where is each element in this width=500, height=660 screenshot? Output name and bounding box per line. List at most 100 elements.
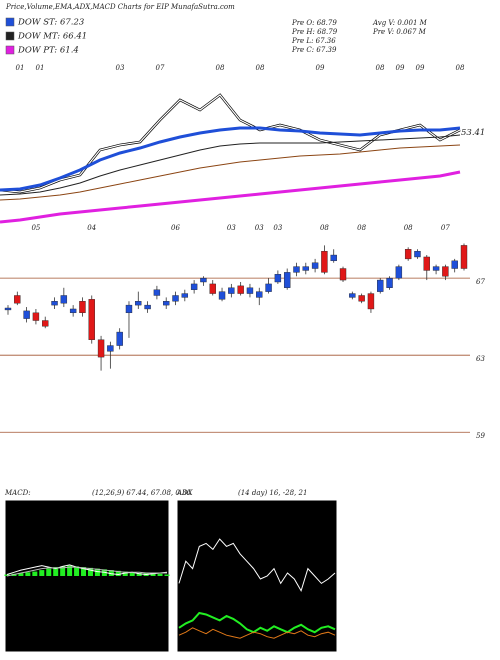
x-tick-label: 09 xyxy=(416,64,425,72)
candle-body xyxy=(200,277,207,283)
candle-body xyxy=(97,339,105,358)
candle-body xyxy=(163,301,170,306)
histogram-bar xyxy=(67,565,73,576)
candle-body xyxy=(432,266,440,271)
series-line xyxy=(6,564,168,576)
panel-subtitle: (14 day) 16, -28, 21 xyxy=(238,489,307,497)
x-tick-label: 03 xyxy=(116,64,125,72)
series-line xyxy=(0,134,461,196)
histogram-bar xyxy=(115,570,121,576)
candle-body xyxy=(190,283,198,290)
x-tick-label: 03 xyxy=(273,224,282,232)
histogram-bar xyxy=(94,568,100,576)
info-text: Pre V: 0.067 M xyxy=(372,28,427,36)
panel-title: ADX xyxy=(176,489,194,497)
x-tick-label: 07 xyxy=(441,224,450,232)
candle-body xyxy=(377,279,384,292)
histogram-bar xyxy=(46,568,52,576)
histogram-bar xyxy=(60,566,66,576)
series-line xyxy=(178,538,336,593)
y-tick-label: 63 xyxy=(476,355,485,363)
candle-body xyxy=(4,307,12,311)
panel-title: MACD: xyxy=(4,489,31,497)
candle-body xyxy=(153,289,161,296)
histogram-bar xyxy=(150,573,156,576)
candle-body xyxy=(451,260,458,269)
x-tick-label: 08 xyxy=(320,224,329,232)
histogram-bar xyxy=(32,571,38,576)
x-tick-label: 08 xyxy=(357,224,366,232)
legend-label: DOW MT: 66.41 xyxy=(17,32,87,42)
series-line xyxy=(0,126,461,192)
candle-body xyxy=(32,312,40,321)
legend-swatch xyxy=(5,45,15,55)
x-tick-label: 09 xyxy=(316,64,325,72)
candle-body xyxy=(321,250,328,273)
x-tick-label: 08 xyxy=(216,64,225,72)
legend-label: DOW ST: 67.23 xyxy=(17,18,84,28)
candle-body xyxy=(349,293,356,298)
candle-body xyxy=(414,250,421,258)
candle-body xyxy=(181,293,189,298)
histogram-bar xyxy=(81,567,87,576)
x-tick-label: 03 xyxy=(227,224,236,232)
candle-body xyxy=(423,256,430,271)
candle-body xyxy=(69,308,77,314)
histogram-bar xyxy=(18,573,24,576)
last-value-label: 53.41 xyxy=(461,128,485,138)
x-tick-label: 07 xyxy=(156,64,165,72)
candle-body xyxy=(256,291,263,298)
info-text: Avg V: 0.001 M xyxy=(372,19,428,27)
candle-body xyxy=(218,291,226,300)
candle-body xyxy=(283,272,291,288)
candle-body xyxy=(246,287,254,294)
histogram-bar xyxy=(87,567,93,576)
candle-body xyxy=(386,277,393,288)
info-text: Pre H: 68.79 xyxy=(291,28,338,36)
legend-swatch xyxy=(5,31,15,41)
histogram-bar xyxy=(129,572,135,576)
candle-body xyxy=(237,285,244,294)
info-text: Pre L: 67.36 xyxy=(291,37,336,45)
series-line xyxy=(6,566,167,577)
candle-body xyxy=(460,245,468,269)
candle-body xyxy=(265,283,272,292)
x-tick-label: 08 xyxy=(256,64,265,72)
candle-body xyxy=(330,254,337,262)
y-tick-label: 59 xyxy=(476,432,485,440)
candle-body xyxy=(367,293,375,310)
histogram-bar xyxy=(164,574,170,576)
histogram-bar xyxy=(74,566,80,576)
legend-label: DOW PT: 61.4 xyxy=(17,46,79,56)
candle-body xyxy=(293,266,300,273)
candle-body xyxy=(42,320,49,327)
histogram-bar xyxy=(53,567,59,576)
x-tick-label: 01 xyxy=(36,64,45,72)
histogram-bar xyxy=(25,572,31,576)
candle-body xyxy=(79,301,86,314)
candle-body xyxy=(144,304,151,310)
x-tick-label: 09 xyxy=(396,64,405,72)
candle-body xyxy=(51,301,58,306)
x-tick-label: 04 xyxy=(87,224,96,232)
x-tick-label: 08 xyxy=(376,64,385,72)
candle-body xyxy=(107,345,114,352)
candle-body xyxy=(125,304,133,314)
histogram-bar xyxy=(157,573,163,576)
candle-body xyxy=(60,295,68,304)
candle-body xyxy=(404,249,412,260)
candle-body xyxy=(395,266,403,279)
histogram-bar xyxy=(108,570,114,576)
panel xyxy=(176,499,338,653)
legend-swatch xyxy=(5,17,15,27)
candle-body xyxy=(14,295,21,304)
x-tick-label: 06 xyxy=(171,224,180,232)
series-line xyxy=(0,144,461,201)
x-tick-label: 05 xyxy=(31,224,40,232)
page-title: Price,Volume,EMA,ADX,MACD Charts for EIP… xyxy=(5,3,235,11)
histogram-bar xyxy=(136,573,142,576)
x-tick-label: 08 xyxy=(404,224,413,232)
panel-subtitle: (12,26,9) 67.44, 67.08, 0.36 xyxy=(92,489,192,497)
x-tick-label: 08 xyxy=(456,64,465,72)
